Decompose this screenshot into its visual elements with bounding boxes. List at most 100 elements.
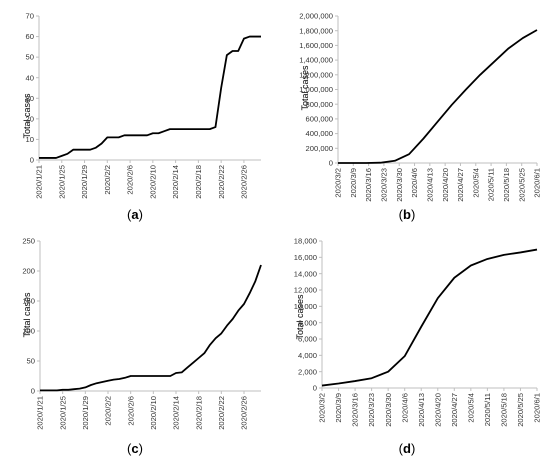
y-tick-label: 30 [26, 94, 34, 103]
y-tick-label: 250 [22, 237, 35, 246]
y-tick-label: 100 [22, 327, 35, 336]
x-tick-label: 2020/5/4 [471, 168, 480, 198]
panel-label-c: (c) [127, 441, 143, 456]
y-tick-label: 1,600,000 [299, 41, 333, 50]
x-tick-label: 2020/3/16 [364, 168, 373, 202]
series-line [338, 29, 538, 164]
y-tick-label: 10 [26, 135, 34, 144]
y-tick-label: 40 [26, 73, 34, 82]
y-tick-label: 800,000 [306, 100, 333, 109]
x-tick-label: 2020/2/6 [126, 165, 135, 195]
x-tick-label: 2020/6/1 [533, 393, 542, 423]
x-tick-label: 2020/4/13 [417, 393, 426, 427]
x-tick-label: 2020/3/9 [349, 168, 358, 198]
y-tick-label: 18,000 [294, 237, 317, 246]
y-tick-label: 400,000 [306, 129, 333, 138]
y-tick-label: 4,000 [298, 351, 317, 360]
series-line [39, 35, 261, 159]
x-tick-label: 2020/2/18 [194, 396, 203, 430]
x-tick-label: 2020/2/10 [148, 165, 157, 199]
x-tick-label: 2020/1/29 [81, 396, 90, 430]
y-axis-label: Total cases [22, 93, 32, 139]
y-axis-label: Total cases [295, 294, 305, 340]
x-tick-label: 2020/3/30 [384, 393, 393, 427]
x-tick-label: 2020/2/26 [240, 165, 249, 199]
series-line [321, 248, 538, 387]
x-tick-label: 2020/1/25 [58, 396, 67, 430]
x-tick-label: 2020/2/22 [217, 396, 226, 430]
x-tick-label: 2020/2/2 [104, 396, 113, 426]
chart-c-plot: 0 50 100 150 200 250 2020/1/21 2020/1/25 2020/1/… [22, 237, 262, 430]
panel-letter-a: a [131, 207, 139, 222]
y-tick-label: 20 [26, 114, 34, 123]
y-tick-label: 70 [26, 12, 34, 21]
x-tick-label: 2020/4/13 [425, 168, 434, 202]
y-tick-label: 2,000 [298, 367, 317, 376]
x-tick-label: 2020/2/22 [217, 165, 226, 199]
x-tick-label: 2020/3/16 [351, 393, 360, 427]
y-tick-label: 1,200,000 [299, 70, 333, 79]
y-tick-label: 0 [329, 159, 333, 168]
x-tick-label: 2020/2/14 [171, 165, 180, 199]
panel-b: Total cases 0 200,000 400,000 600,000 800,00… [299, 12, 541, 222]
x-tick-label: 2020/3/23 [367, 393, 376, 427]
x-tick-label: 2020/2/18 [194, 165, 203, 199]
y-tick-label: 10,000 [294, 302, 317, 311]
y-tick-label: 16,000 [294, 253, 317, 262]
y-tick-label: 2,000,000 [299, 12, 333, 21]
chart-d-plot: 0 2,000 4,000 6,000 8,000 10,000 12,000 14,000 1… [294, 237, 542, 427]
x-tick-label: 2020/5/11 [483, 393, 492, 426]
x-tick-label: 2020/4/20 [441, 168, 450, 202]
panel-label-b: (b) [399, 207, 416, 222]
y-tick-label: 0 [313, 384, 317, 393]
panel-letter-d: d [403, 441, 411, 456]
y-tick-label: 8,000 [298, 318, 317, 327]
x-tick-label: 2020/4/6 [400, 393, 409, 423]
y-tick-label: 200 [22, 267, 35, 276]
x-tick-label: 2020/1/29 [80, 165, 89, 199]
x-tick-label: 2020/3/23 [380, 168, 389, 202]
panel-a: Total cases 0 10 20 30 40 50 60 70 2020/1/21 2020… [22, 12, 261, 222]
x-tick-label: 2020/3/9 [334, 393, 343, 423]
x-tick-label: 2020/3/30 [395, 168, 404, 202]
x-tick-label: 2020/4/27 [456, 168, 465, 202]
y-tick-label: 12,000 [294, 286, 317, 295]
y-tick-label: 600,000 [306, 115, 333, 124]
panel-label-a: (a) [127, 207, 143, 222]
panel-letter-c: c [131, 441, 138, 456]
x-tick-label: 2020/1/21 [35, 165, 44, 199]
y-tick-label: 1,400,000 [299, 56, 333, 65]
y-axis-label: Total cases [22, 292, 32, 338]
y-tick-label: 0 [31, 387, 35, 396]
y-tick-label: 6,000 [298, 335, 317, 344]
x-tick-label: 2020/2/2 [103, 165, 112, 195]
x-tick-label: 2020/5/4 [466, 393, 475, 423]
y-tick-label: 60 [26, 32, 34, 41]
x-tick-label: 2020/4/6 [410, 168, 419, 198]
y-tick-label: 200,000 [306, 144, 333, 153]
x-tick-label: 2020/4/27 [450, 393, 459, 427]
y-tick-label: 150 [22, 297, 35, 306]
y-tick-label: 1,000,000 [299, 85, 333, 94]
x-tick-label: 2020/3/2 [334, 168, 343, 198]
y-tick-label: 50 [26, 53, 34, 62]
x-tick-label: 2020/5/25 [517, 168, 526, 202]
x-tick-label: 2020/2/26 [240, 396, 249, 430]
x-tick-label: 2020/2/14 [172, 396, 181, 430]
x-tick-label: 2020/1/25 [57, 165, 66, 199]
x-tick-label: 2020/5/18 [500, 393, 509, 427]
x-tick-label: 2020/2/6 [126, 396, 135, 426]
y-tick-label: 1,800,000 [299, 26, 333, 35]
chart-b-plot: 0 200,000 400,000 600,000 800,000 1,000,000 1,… [299, 12, 541, 202]
y-axis-label: Total cases [300, 65, 310, 111]
panel-d: Total cases 0 2,000 4,000 6,000 8,000 10,000 1… [294, 237, 542, 456]
x-tick-label: 2020/5/11 [487, 168, 496, 201]
chart-a-plot: 0 10 20 30 40 50 60 70 2020/1/21 2020/1/25 2020/1/… [26, 12, 261, 199]
x-tick-label: 2020/6/1 [533, 168, 542, 198]
series-line [40, 264, 262, 392]
y-tick-label: 14,000 [294, 269, 317, 278]
x-tick-label: 2020/4/20 [433, 393, 442, 427]
y-tick-label: 0 [30, 156, 34, 165]
panel-letter-b: b [403, 207, 411, 222]
